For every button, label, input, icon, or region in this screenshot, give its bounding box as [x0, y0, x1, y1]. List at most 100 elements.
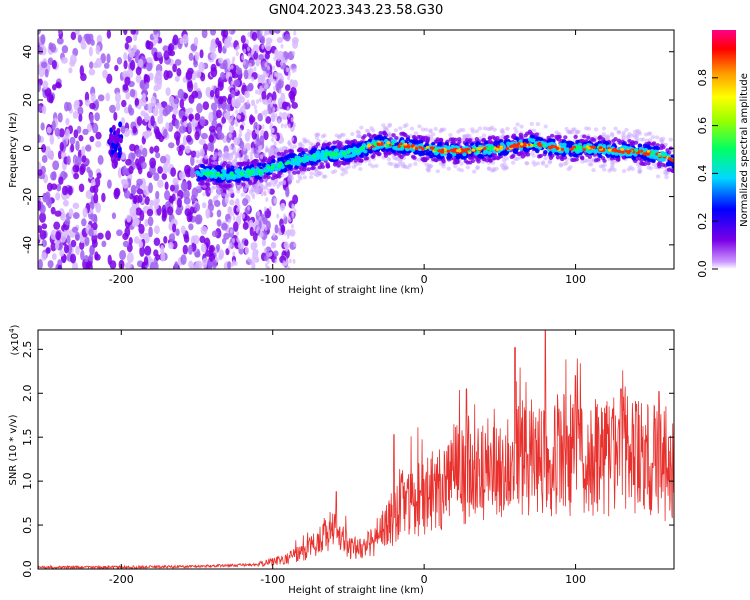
spectrogram-speckle	[40, 122, 45, 131]
spectrogram-speckle	[113, 187, 121, 198]
spectrogram-ridge-core	[433, 148, 438, 152]
spectrogram-ridge-core	[267, 166, 271, 170]
spectrogram-ridge-dot	[524, 138, 529, 143]
spectrogram-speckle	[172, 107, 178, 115]
spectrogram-speckle	[195, 69, 202, 79]
spectrogram-speckle	[232, 259, 236, 265]
spectrogram-speckle	[154, 225, 160, 235]
spectrogram-ridge-dot	[203, 160, 209, 165]
spectrogram-ridge-dot	[602, 167, 607, 172]
spectrogram-speckle	[289, 79, 295, 88]
spectrogram-ridge-dot	[612, 167, 617, 172]
spectrogram-speckle	[260, 191, 264, 197]
spectrogram-speckle	[239, 156, 243, 162]
spectrogram-speckle	[239, 93, 243, 99]
spectrogram-ridge-dot	[276, 151, 281, 156]
spectrogram-speckle	[286, 106, 290, 112]
spectrogram-speckle	[172, 63, 177, 73]
spectrogram-speckle	[279, 61, 283, 67]
spectrogram-speckle	[106, 53, 111, 64]
spectrogram-speckle	[289, 229, 296, 237]
spectrogram-speckle	[192, 234, 200, 245]
spectrogram-ridge-dot	[374, 163, 379, 168]
spectrogram-speckle	[264, 79, 268, 85]
spectrogram-ridge-dot	[390, 138, 396, 143]
spectrogram-speckle	[232, 251, 236, 257]
spectrogram-speckle	[185, 70, 193, 80]
spectrogram-speckle	[124, 262, 132, 269]
spectrogram-ridge-dot	[350, 131, 355, 136]
spectrogram-speckle	[226, 96, 233, 105]
spectrogram-ridge-dot	[258, 154, 263, 159]
spectrogram-speckle	[57, 30, 63, 35]
spectrogram-speckle	[188, 260, 194, 269]
spectrogram-speckle	[272, 107, 276, 113]
spectrogram-ridge-dot	[236, 189, 241, 194]
spectrogram-ridge-dot	[501, 150, 507, 155]
spectrogram-speckle	[105, 92, 111, 102]
spectrogram-ridge-dot	[570, 130, 575, 135]
spectrogram-speckle	[65, 117, 70, 126]
spectrogram-speckle	[235, 109, 239, 115]
spectrogram-ridge-dot	[408, 139, 414, 144]
spectrogram-ridge-dot	[650, 142, 656, 147]
spectrogram-speckle	[226, 72, 230, 78]
spectrogram-speckle	[227, 65, 231, 71]
spectrogram-speckle	[136, 188, 144, 195]
spectrogram-ridge-dot	[572, 127, 577, 132]
spectrogram-speckle	[172, 34, 179, 46]
spectrogram-ridge-dot	[251, 188, 256, 193]
spectrogram-speckle	[148, 182, 153, 194]
spectrogram-speckle	[51, 253, 57, 261]
spectrogram-speckle	[161, 173, 167, 180]
spectrogram-speckle	[84, 255, 89, 263]
spectrogram-speckle	[271, 114, 276, 122]
spectrogram-speckle	[96, 34, 103, 45]
spectrogram-speckle	[82, 128, 89, 136]
spectrogram-speckle	[246, 84, 254, 92]
spectrogram-speckle	[210, 52, 217, 60]
spectrogram-ridge-dot	[514, 150, 519, 155]
spectrogram-ridge-dot	[637, 143, 643, 148]
spectrogram-speckle	[141, 147, 148, 158]
spectrogram-ridge-dot	[611, 138, 616, 143]
spectrogram-ridge-core	[499, 145, 504, 149]
spectrogram-speckle	[282, 260, 286, 266]
spectrogram-speckle	[128, 237, 133, 245]
spectrogram-speckle	[159, 155, 167, 164]
spectrogram-speckle	[191, 118, 198, 128]
spectrogram-ridge-dot	[630, 166, 635, 171]
spectrogram-ridge-dot	[221, 162, 226, 167]
spectrogram-ridge-dot	[279, 147, 284, 152]
spectrogram-ridge-dot	[433, 126, 438, 131]
spectrogram-ridge-core	[361, 147, 366, 151]
spectrogram-speckle	[109, 260, 117, 269]
spectrogram-speckle	[155, 102, 162, 110]
spectrogram-ridge-core	[270, 165, 274, 169]
spectrogram-ridge-dot	[572, 153, 578, 158]
spectrogram-speckle	[253, 147, 258, 155]
spectrogram-ridge-dot	[269, 180, 274, 185]
spectrogram-speckle	[232, 221, 239, 232]
spectrogram-ridge-dot	[475, 141, 480, 146]
spectrogram-ridge-dot	[254, 175, 259, 180]
spectrogram-speckle	[205, 208, 211, 219]
spectrogram-speckle	[111, 212, 117, 220]
spectrogram-speckle	[256, 128, 260, 134]
spectrogram-ridge-dot	[639, 158, 644, 163]
spectrogram-speckle	[291, 203, 295, 209]
spectrogram-ridge-dot	[654, 135, 660, 140]
spectrogram-speckle	[186, 180, 192, 191]
spectrogram-speckle	[190, 194, 197, 202]
spectrogram-ridge-dot	[428, 129, 433, 134]
spectrogram-ridge-dot	[450, 144, 455, 149]
spectrogram-ridge-dot	[224, 193, 230, 198]
spectrogram-ridge-dot	[206, 182, 211, 187]
spectrogram-speckle	[157, 115, 164, 125]
spectrogram-ridge-dot	[543, 124, 548, 129]
spectrogram-speckle	[97, 232, 104, 240]
spectrogram-ridge-dot	[554, 134, 559, 139]
spectrogram-speckle	[176, 197, 182, 208]
spectrogram-ridge-dot	[624, 127, 629, 132]
